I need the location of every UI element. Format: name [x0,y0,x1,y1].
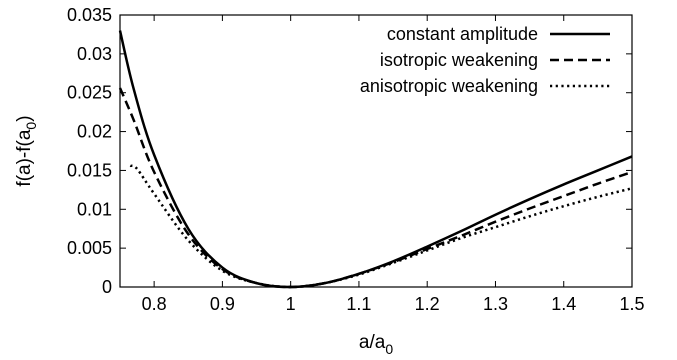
y-tick-label: 0.005 [67,238,112,258]
legend-label-constant-amplitude: constant amplitude [387,24,538,44]
x-tick-label: 1.3 [483,294,508,314]
y-tick-label: 0.025 [67,83,112,103]
x-tick-label: 1 [286,294,296,314]
x-tick-label: 1.2 [415,294,440,314]
y-axis-label-tail: ) [14,115,35,121]
y-tick-label: 0.03 [77,44,112,64]
series-line-constant-amplitude [118,30,633,289]
y-axis-label: f(a)-f(a0) [14,115,39,186]
series-line-anisotropic-weakening [129,164,633,289]
x-tick-label: 1.1 [346,294,371,314]
axes: 0.8 0.9 1 1.1 1.2 1.3 1.4 1.5 0 0.005 0.01 0.015 0.0… [67,5,645,314]
x-axis-label: a/a0 [359,332,393,357]
x-tick-label: 1.5 [619,294,644,314]
legend-label-anisotropic-weakening: anisotropic weakening [360,76,538,96]
legend-label-isotropic-weakening: isotropic weakening [380,50,538,70]
x-tick-label: 0.9 [210,294,235,314]
x-axis-label-main: a/a [359,332,386,353]
y-tick-label: 0 [102,277,112,297]
y-axis-label-main: f(a)-f(a [14,129,35,186]
y-axis-label-sub: 0 [23,122,39,130]
x-tick-label: 0.8 [142,294,167,314]
x-axis-label-sub: 0 [385,341,393,357]
y-tick-label: 0.015 [67,160,112,180]
series-lines [118,30,633,289]
legend: constant amplitude isotropic weakening ani… [360,24,610,96]
y-tick-label: 0.01 [77,199,112,219]
y-tick-label: 0.035 [67,5,112,25]
y-tick-label: 0.02 [77,122,112,142]
series-line-isotropic-weakening [118,87,633,289]
x-tick-label: 1.4 [551,294,576,314]
plot-frame [119,14,633,288]
